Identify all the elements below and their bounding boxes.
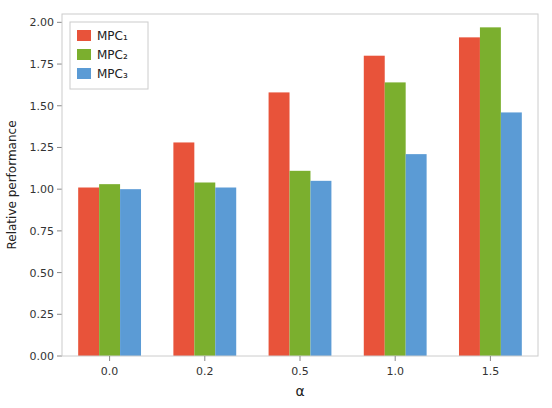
x-tick bbox=[490, 356, 491, 361]
bar bbox=[173, 142, 194, 356]
bar bbox=[99, 184, 120, 356]
x-tick-label: 1.0 bbox=[386, 365, 404, 378]
y-tick bbox=[57, 314, 62, 315]
x-axis: 0.0 0.2 0.5 1.0 1.5 bbox=[101, 356, 499, 378]
legend-swatch bbox=[77, 68, 91, 79]
bar bbox=[290, 171, 311, 356]
y-tick-label: 1.25 bbox=[30, 141, 55, 154]
y-axis-label: Relative performance bbox=[5, 120, 19, 249]
y-tick-label: 0.50 bbox=[30, 267, 55, 280]
bar bbox=[269, 92, 290, 356]
bar bbox=[310, 181, 331, 356]
x-axis-label: α bbox=[295, 383, 304, 399]
y-tick-label: 1.75 bbox=[30, 58, 55, 71]
bar bbox=[501, 112, 522, 356]
legend: MPC₁ MPC₂ MPC₃ bbox=[70, 22, 148, 89]
x-tick bbox=[109, 356, 110, 361]
legend-swatch bbox=[77, 30, 91, 41]
series bbox=[120, 112, 522, 356]
legend-box bbox=[70, 22, 148, 89]
bar bbox=[459, 37, 480, 356]
y-tick-label: 0.00 bbox=[30, 350, 55, 363]
legend-label: MPC₁ bbox=[97, 29, 128, 43]
chart: 0.000.250.500.751.001.251.501.752.000.00… bbox=[0, 0, 552, 408]
y-tick bbox=[57, 22, 62, 23]
x-tick bbox=[300, 356, 301, 361]
y-tick bbox=[57, 356, 62, 357]
legend-swatch bbox=[77, 49, 91, 60]
x-tick bbox=[204, 356, 205, 361]
x-tick-label: 0.0 bbox=[101, 365, 119, 378]
bar bbox=[385, 82, 406, 356]
bar bbox=[120, 189, 141, 356]
y-tick bbox=[57, 147, 62, 148]
y-tick-label: 0.25 bbox=[30, 308, 55, 321]
x-tick-label: 0.5 bbox=[291, 365, 309, 378]
chart-container: 0.000.250.500.751.001.251.501.752.000.00… bbox=[0, 0, 552, 408]
y-tick bbox=[57, 105, 62, 106]
y-tick bbox=[57, 64, 62, 65]
x-tick-label: 0.2 bbox=[196, 365, 214, 378]
legend-label: MPC₃ bbox=[97, 67, 128, 81]
bar bbox=[215, 188, 236, 356]
y-axis: 0.00 0.25 0.50 0.75 1.00 1.25 1.50 1.75 2.00 bbox=[30, 16, 63, 363]
x-tick bbox=[395, 356, 396, 361]
bar bbox=[480, 27, 501, 356]
bar bbox=[364, 56, 385, 356]
y-tick-label: 1.50 bbox=[30, 100, 55, 113]
y-tick-label: 1.00 bbox=[30, 183, 55, 196]
legend-label: MPC₂ bbox=[97, 48, 128, 62]
y-tick bbox=[57, 189, 62, 190]
y-tick-label: 2.00 bbox=[30, 16, 55, 29]
x-tick-label: 1.5 bbox=[482, 365, 500, 378]
bar bbox=[194, 182, 215, 356]
y-tick bbox=[57, 230, 62, 231]
plot-frame bbox=[62, 14, 538, 356]
bar bbox=[406, 154, 427, 356]
y-tick bbox=[57, 272, 62, 273]
y-tick-label: 0.75 bbox=[30, 225, 55, 238]
bar bbox=[78, 188, 99, 356]
series bbox=[99, 27, 501, 356]
